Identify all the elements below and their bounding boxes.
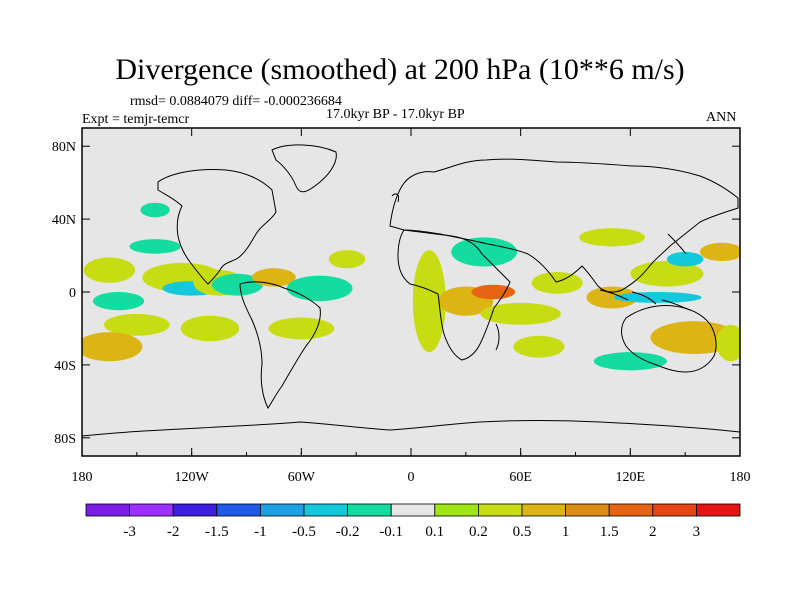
- colorbar-label-9: 0.5: [513, 524, 532, 540]
- y-tick-label-2: 0: [69, 286, 76, 301]
- y-tick-label-0: 80N: [52, 140, 76, 155]
- anomaly-region-16: [451, 237, 518, 267]
- colorbar-label-1: -2: [167, 524, 180, 540]
- anomaly-region-0: [83, 257, 136, 283]
- colorbar-label-10: 1: [562, 524, 570, 540]
- x-tick-label-0: 180: [72, 470, 93, 485]
- colorbar-swatch-10: [521, 503, 566, 517]
- anomaly-layer: [82, 202, 740, 371]
- anomaly-region-15: [412, 250, 446, 353]
- x-tick-label-1: 120W: [175, 470, 210, 485]
- colorbar-swatch-5: [303, 503, 348, 517]
- colorbar-label-4: -0.5: [292, 524, 316, 540]
- anomaly-region-29: [699, 242, 740, 262]
- colorbar-label-8: 0.2: [469, 524, 488, 540]
- colorbar-label-6: -0.1: [379, 524, 403, 540]
- coast-indonesia: [599, 289, 691, 311]
- colorbar-swatch-12: [608, 503, 654, 517]
- colorbar-swatch-8: [434, 503, 479, 517]
- colorbar-swatch-6: [347, 503, 392, 517]
- expt-label: Expt = temjr-temcr: [82, 112, 190, 127]
- colorbar-swatch-13: [652, 503, 697, 517]
- colorbar-swatch-2: [172, 503, 218, 517]
- colorbar-label-13: 3: [693, 524, 701, 540]
- coast-north-america: [157, 169, 277, 285]
- colorbar-label-5: -0.2: [336, 524, 360, 540]
- x-axis: 180 120W 60W 0 60E 120E 180: [72, 128, 751, 485]
- x-tick-label-4: 60E: [509, 470, 532, 485]
- page-title: Divergence (smoothed) at 200 hPa (10**6 …: [115, 53, 685, 86]
- anomaly-region-28: [593, 352, 667, 371]
- anomaly-region-30: [716, 324, 740, 362]
- colorbar-swatch-7: [390, 503, 436, 517]
- colorbar-swatch-4: [259, 503, 305, 517]
- anomaly-region-14: [140, 202, 170, 218]
- anomaly-region-18: [471, 284, 516, 300]
- anomaly-region-2: [103, 313, 170, 336]
- coastlines: [82, 144, 740, 437]
- x-tick-label-6: 180: [730, 470, 751, 485]
- season-label: ANN: [706, 110, 737, 125]
- period-label: 17.0kyr BP - 17.0kyr BP: [326, 107, 465, 122]
- coast-europe-asia: [389, 158, 739, 293]
- x-tick-label-2: 60W: [288, 470, 316, 485]
- anomaly-region-9: [211, 273, 263, 296]
- anomaly-region-7: [180, 315, 240, 342]
- colorbar-swatch-0: [85, 503, 130, 517]
- stats-label: rmsd= 0.0884079 diff= -0.000236684: [130, 94, 342, 109]
- colorbar-swatch-3: [216, 503, 261, 517]
- y-axis: 80N 40N 0 40S 80S: [52, 140, 740, 447]
- anomaly-region-25: [666, 251, 704, 267]
- colorbar-label-7: 0.1: [425, 524, 444, 540]
- anomaly-region-19: [480, 302, 561, 325]
- y-tick-label-4: 80S: [54, 432, 76, 447]
- coast-greenland: [271, 144, 337, 193]
- y-tick-label-3: 40S: [54, 359, 76, 374]
- anomaly-region-11: [286, 275, 353, 302]
- colorbar-label-2: -1.5: [205, 524, 229, 540]
- colorbar-swatch-11: [565, 503, 610, 517]
- anomaly-region-23: [586, 286, 638, 309]
- anomaly-region-20: [513, 335, 565, 358]
- anomaly-region-22: [579, 228, 645, 247]
- coast-antarctica: [82, 420, 740, 437]
- anomaly-region-21: [531, 271, 583, 294]
- colorbar-label-11: 1.5: [600, 524, 619, 540]
- colorbar-label-0: -3: [123, 524, 136, 540]
- colorbar-label-3: -1: [254, 524, 267, 540]
- x-tick-label-3: 0: [408, 470, 415, 485]
- coast-japan: [667, 233, 687, 255]
- coast-south-america: [239, 281, 321, 409]
- coast-australia: [621, 305, 717, 373]
- colorbar-swatch-9: [477, 503, 523, 517]
- anomaly-region-1: [92, 292, 145, 311]
- anomaly-region-26: [613, 292, 702, 303]
- colorbar-swatch-14: [696, 503, 741, 517]
- coast-madagascar: [495, 323, 500, 351]
- anomaly-region-13: [268, 317, 335, 340]
- colorbar: -3 -2 -1.5 -1 -0.5 -0.2 -0.1 0.1 0.2 0.5 1 1.5 2 3: [85, 503, 741, 540]
- y-tick-label-1: 40N: [52, 213, 76, 228]
- coast-uk: [391, 193, 399, 203]
- colorbar-label-12: 2: [649, 524, 657, 540]
- anomaly-region-3: [82, 332, 143, 362]
- anomaly-region-4: [129, 239, 181, 254]
- colorbar-swatch-1: [129, 503, 174, 517]
- x-tick-label-5: 120E: [616, 470, 646, 485]
- anomaly-region-12: [328, 250, 366, 269]
- coast-africa: [397, 229, 511, 361]
